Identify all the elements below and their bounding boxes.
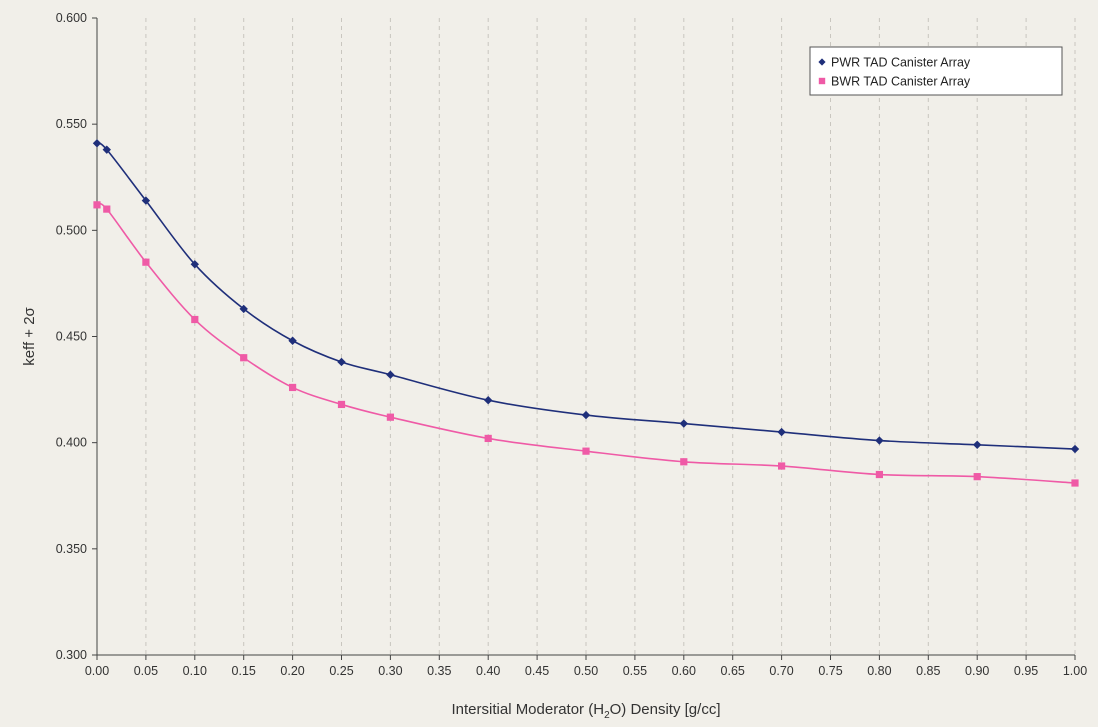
y-tick-label: 0.300 [56,648,87,662]
x-tick-label: 0.05 [134,664,158,678]
x-tick-label: 0.85 [916,664,940,678]
y-tick-label: 0.350 [56,542,87,556]
grid [145,18,1076,655]
legend-marker [818,77,826,85]
data-point [386,413,394,421]
data-point [142,258,150,266]
y-tick-label: 0.550 [56,117,87,131]
data-point [103,205,111,213]
series-square [93,201,1079,487]
data-point [102,145,111,154]
data-point [191,315,199,324]
data-point [875,470,883,479]
data-point [973,440,982,449]
legend-label: BWR TAD Canister Array [831,75,971,89]
x-tick-label: 0.20 [280,664,304,678]
data-point [93,201,101,209]
data-point [484,434,492,443]
x-tick-label: 0.50 [574,664,598,678]
x-tick-label: 1.00 [1063,664,1087,678]
data-point [679,419,688,428]
series-line [96,202,1076,484]
data-point [973,473,981,481]
data-point [582,447,590,455]
data-point [239,304,248,314]
legend-label: PWR TAD Canister Array [831,56,971,70]
legend: PWR TAD Canister Array BWR TAD Canister A… [809,46,1063,96]
x-tick-label: 0.60 [672,664,696,678]
x-tick-label: 0.55 [623,664,647,678]
data-point [680,458,688,466]
x-tick-label: 0.75 [818,664,842,678]
y-ticks: 0.300 0.350 0.400 0.450 0.500 0.550 0.600 [56,11,97,662]
x-tick-label: 0.30 [378,664,402,678]
x-tick-label: 0.00 [85,664,109,678]
x-tick-label: 0.40 [476,664,500,678]
x-tick-label: 0.95 [1014,664,1038,678]
x-tick-label: 0.25 [329,664,353,678]
x-tick-label: 0.35 [427,664,451,678]
y-tick-label: 0.500 [56,223,87,237]
data-point [288,336,297,345]
axes [96,18,1075,656]
x-tick-label: 0.90 [965,664,989,678]
series-diamond [92,139,1080,454]
x-tick-label: 0.70 [769,664,793,678]
data-point [1070,444,1080,454]
legend-items: PWR TAD Canister Array BWR TAD Canister A… [818,56,971,89]
data-point [484,396,493,405]
y-axis-title: keff + 2σ [21,306,38,365]
x-tick-label: 0.45 [525,664,549,678]
x-axis-title: Intersitial Moderator (H2O) Density [g/c… [452,701,721,721]
x-tick-label: 0.15 [232,664,256,678]
y-tick-label: 0.450 [56,330,87,344]
data-point [190,260,199,269]
y-tick-label: 0.400 [56,436,87,450]
data-point [777,427,786,437]
data-point [1071,479,1079,487]
data-point [386,370,395,379]
data-point [875,436,884,445]
data-point [581,410,591,420]
x-ticks: 0.00 0.05 0.10 0.15 0.20 0.25 0.30 0.35 0.40 0.45… [85,655,1087,678]
data-point [92,139,102,148]
series-line [96,142,1076,450]
series [92,139,1080,487]
y-tick-label: 0.600 [56,11,87,25]
data-point [778,462,786,470]
x-tick-label: 0.65 [721,664,745,678]
data-point [337,400,346,409]
x-tick-label: 0.80 [867,664,891,678]
x-tick-label: 0.10 [183,664,207,678]
data-point [337,357,346,367]
data-point [289,383,297,392]
legend-marker [818,58,826,66]
legend-box [809,46,1063,96]
data-point [141,196,151,205]
data-point [240,354,248,362]
